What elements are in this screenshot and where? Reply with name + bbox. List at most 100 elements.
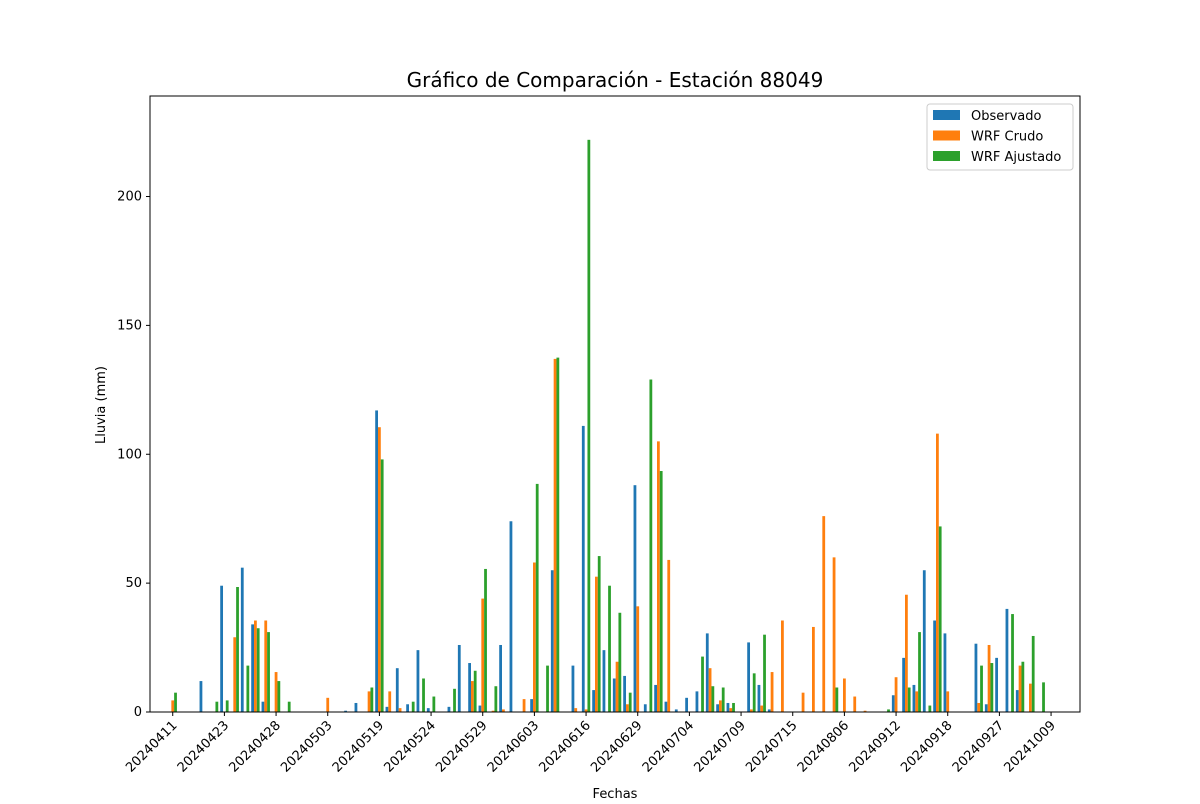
- bar: [628, 692, 632, 712]
- bar: [553, 358, 557, 712]
- bar: [843, 678, 846, 712]
- bar: [716, 704, 720, 712]
- bar: [612, 678, 616, 712]
- bar: [502, 709, 505, 712]
- bar: [1029, 683, 1032, 712]
- bar: [550, 570, 554, 712]
- bar: [254, 620, 257, 712]
- bar: [984, 704, 988, 712]
- bar: [587, 139, 591, 712]
- bar: [760, 705, 764, 712]
- bar: [667, 559, 671, 712]
- bar: [246, 665, 250, 712]
- bar: [801, 692, 805, 712]
- bar: [615, 661, 619, 712]
- bar: [685, 697, 689, 712]
- legend-swatch: [933, 130, 960, 141]
- bar: [657, 441, 660, 712]
- bar: [602, 650, 606, 712]
- legend-box: [926, 103, 1074, 171]
- bar: [832, 557, 836, 712]
- bar: [763, 634, 766, 712]
- bar: [664, 701, 668, 712]
- y-tick-label: 200: [117, 190, 142, 205]
- bar: [264, 620, 268, 712]
- bar: [995, 657, 999, 712]
- bar: [726, 702, 730, 712]
- bar: [933, 620, 937, 712]
- bar: [251, 624, 255, 712]
- bar: [1011, 614, 1014, 712]
- bar: [767, 709, 771, 712]
- bar: [574, 708, 578, 712]
- bar: [608, 585, 611, 712]
- x-axis-label: Fechas: [593, 787, 638, 800]
- bar: [853, 696, 857, 712]
- bar: [326, 697, 330, 712]
- bar: [416, 650, 420, 712]
- y-axis-label: Lluvia (mm): [94, 366, 109, 444]
- bar: [938, 526, 942, 712]
- bar: [406, 704, 409, 712]
- bar: [695, 691, 699, 712]
- bar: [654, 684, 658, 712]
- bar: [484, 568, 487, 712]
- y-tick-label: 150: [117, 318, 142, 333]
- bar: [747, 642, 751, 712]
- bar: [1021, 661, 1025, 712]
- bar: [636, 606, 640, 712]
- bar: [674, 709, 678, 712]
- y-tick-label: 0: [134, 705, 142, 720]
- bar: [907, 687, 911, 712]
- plot-frame: [149, 95, 1081, 713]
- bar: [370, 687, 374, 712]
- bar: [719, 700, 722, 712]
- bar: [595, 576, 598, 712]
- bar: [946, 691, 950, 712]
- bar: [987, 644, 991, 712]
- bar: [643, 704, 647, 712]
- bar: [411, 701, 415, 712]
- bar: [1042, 682, 1045, 712]
- legend-label: WRF Crudo: [971, 130, 1043, 145]
- bar: [530, 699, 533, 712]
- bar: [344, 710, 347, 712]
- bar: [701, 656, 704, 712]
- bar: [256, 628, 260, 712]
- series-2: [171, 358, 1032, 712]
- bar: [533, 562, 536, 712]
- bar: [395, 668, 399, 712]
- bar: [980, 665, 983, 712]
- legend-swatch: [933, 151, 960, 161]
- bar: [705, 633, 709, 712]
- bar: [732, 702, 735, 712]
- series-1: [199, 410, 1019, 712]
- bar: [546, 665, 549, 712]
- bar: [509, 521, 513, 712]
- bar: [199, 681, 203, 712]
- bar: [905, 594, 908, 712]
- bar: [618, 612, 622, 712]
- bar: [1015, 690, 1019, 712]
- bar: [174, 692, 177, 712]
- bar: [274, 672, 278, 712]
- bar: [422, 678, 425, 712]
- bar: [770, 672, 774, 712]
- bar: [1018, 665, 1022, 712]
- bar: [491, 710, 495, 712]
- legend-label: WRF Ajustado: [971, 150, 1061, 165]
- bar: [887, 709, 890, 712]
- bar: [240, 567, 244, 712]
- bars-layer: [171, 139, 1045, 712]
- bar: [626, 704, 629, 712]
- bar: [478, 705, 482, 712]
- bar: [571, 665, 575, 712]
- bar: [398, 708, 402, 712]
- bar: [367, 691, 371, 712]
- bar: [535, 483, 539, 712]
- bar: [729, 708, 733, 712]
- bar: [894, 677, 898, 712]
- bar: [781, 620, 784, 712]
- bar: [584, 709, 588, 712]
- bar: [750, 709, 753, 712]
